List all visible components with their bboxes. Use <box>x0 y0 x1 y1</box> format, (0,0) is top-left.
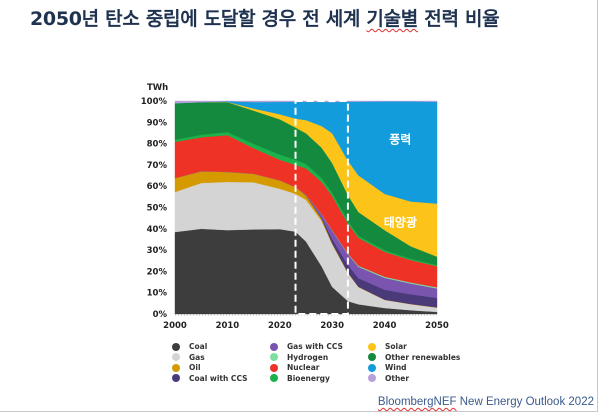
legend-item-solar: Solar <box>368 342 407 351</box>
legend-swatch <box>172 342 180 351</box>
y-axis-ticks: 0% 10% 20% 30% 40% 50% 60% 70% 80% 90% 100% <box>141 97 168 320</box>
legend-swatch <box>270 353 278 361</box>
highlight-range-box <box>294 100 349 315</box>
legend-swatch <box>368 342 376 351</box>
y-tick-label: 0% <box>153 310 168 320</box>
source-credit: BloombergNEF New Energy Outlook 2022 <box>378 396 594 408</box>
source-name: BloombergNEF <box>377 396 457 408</box>
legend-swatch <box>270 363 278 372</box>
y-tick-label: 90% <box>147 118 168 128</box>
x-tick-label: 2030 <box>320 321 344 331</box>
y-tick-label: 20% <box>147 267 168 277</box>
y-tick-label: 10% <box>147 289 168 299</box>
solar-annotation: 태양광 <box>384 215 417 230</box>
legend-label: Bioenergy <box>287 373 330 383</box>
title-underlined-word: 기술별 <box>366 8 418 30</box>
y-tick-label: 100% <box>141 97 168 107</box>
legend-label: Coal with CCS <box>189 373 248 383</box>
legend-swatch <box>368 374 376 382</box>
area-other <box>174 100 438 104</box>
legend-swatch <box>270 374 278 382</box>
y-tick-label: 40% <box>147 225 168 235</box>
y-tick-label: 60% <box>147 182 168 192</box>
x-tick-label: 2010 <box>216 321 240 331</box>
legend-swatch <box>270 342 278 351</box>
y-tick-label: 80% <box>147 140 168 150</box>
unit-label: TWh <box>147 83 168 93</box>
legend-label: Gas <box>189 352 205 362</box>
legend-label: Solar <box>385 342 407 351</box>
legend-swatch <box>368 353 376 361</box>
legend-item-gas-with-ccs: Gas with CCS <box>270 342 343 351</box>
legend-label: Hydrogen <box>287 352 329 362</box>
legend-item-bioenergy: Bioenergy <box>270 374 330 383</box>
legend-item-nuclear: Nuclear <box>270 363 319 372</box>
chart-areas <box>174 100 438 315</box>
legend-label: Oil <box>189 363 201 372</box>
legend-item-coal-with-ccs: Coal with CCS <box>172 374 247 383</box>
y-tick-label: 30% <box>147 246 168 256</box>
legend-item-other-renewables: Other renewables <box>368 353 460 362</box>
x-tick-label: 2040 <box>373 321 397 331</box>
legend-label: Coal <box>189 342 208 351</box>
legend-item-coal: Coal <box>172 342 207 351</box>
title-text-end: 전력 비율 <box>417 8 500 30</box>
legend-swatch <box>172 353 180 361</box>
title-text: 2050년 탄소 중립에 도달할 경우 전 세계 <box>30 8 367 30</box>
legend-label: Other <box>385 373 410 383</box>
legend-item-other: Other <box>368 374 409 383</box>
y-tick-label: 70% <box>147 161 168 171</box>
x-axis-ticks: 2000 2010 2020 2030 2040 2050 <box>163 314 449 331</box>
legend-swatch <box>368 363 376 372</box>
legend-label: Gas with CCS <box>287 342 343 351</box>
page-title: 2050년 탄소 중립에 도달할 경우 전 세계 기술별 전력 비율 <box>30 4 500 31</box>
y-tick-label: 50% <box>147 204 168 214</box>
legend-item-wind: Wind <box>368 363 407 372</box>
x-tick-label: 2000 <box>163 321 187 331</box>
legend-label: Wind <box>385 363 407 372</box>
source-text: New Energy Outlook 2022 <box>456 396 594 408</box>
legend-swatch <box>172 374 180 382</box>
x-tick-label: 2050 <box>425 321 449 331</box>
legend-label: Other renewables <box>385 352 461 362</box>
wind-annotation: 풍력 <box>389 133 411 147</box>
legend-swatch <box>172 363 180 372</box>
legend-item-oil: Oil <box>172 363 201 372</box>
legend-item-gas: Gas <box>172 353 205 362</box>
x-tick-label: 2020 <box>268 321 292 331</box>
legend-item-hydrogen: Hydrogen <box>270 353 328 362</box>
legend-label: Nuclear <box>287 363 320 372</box>
